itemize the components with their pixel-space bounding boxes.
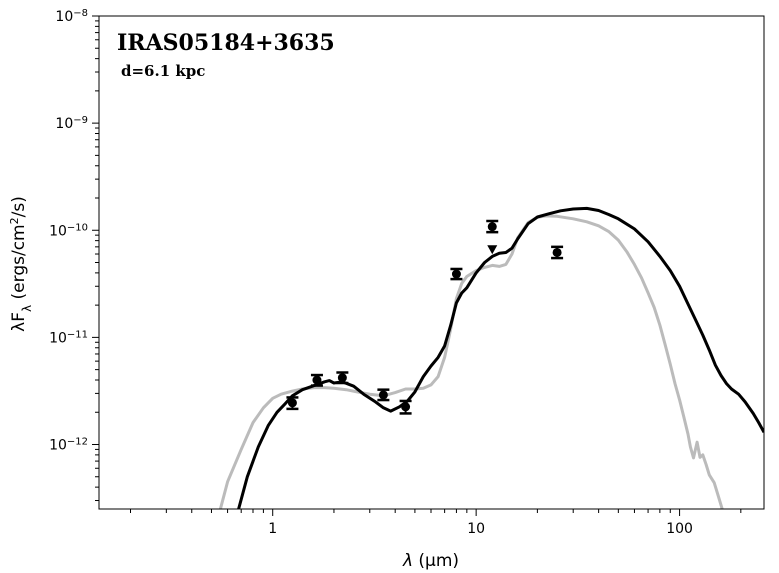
data-point: [286, 396, 299, 411]
data-point: [486, 219, 499, 234]
y-tick-label: 10−12: [49, 436, 88, 454]
x-tick-label: 10: [467, 521, 485, 537]
grey-model-curve: [218, 214, 724, 509]
y-tick-label: 10−10: [49, 222, 88, 240]
data-marker: [337, 373, 347, 383]
x-tick-label: 100: [666, 521, 693, 537]
source-name-label: IRAS05184+3635: [117, 30, 335, 56]
data-marker: [487, 222, 497, 232]
data-point: [336, 371, 349, 385]
data-point: [399, 399, 412, 415]
plot-frame: [98, 15, 765, 510]
y-tick-label: 10−8: [55, 8, 88, 26]
upper-limit-marker: [487, 245, 498, 255]
y-tick-label: 10−11: [49, 329, 88, 347]
data-point: [551, 245, 564, 260]
y-tick-label: 10−9: [55, 115, 88, 133]
y-axis-label: λFλ (ergs/cm2/s): [8, 196, 35, 332]
data-point: [310, 373, 323, 387]
data-marker: [312, 375, 322, 385]
data-point: [450, 267, 463, 281]
data-marker: [552, 247, 562, 257]
axis-ticks: 1 10 100 10−8 10−9 10−10 10−11 10−12: [49, 8, 742, 537]
data-marker: [451, 269, 461, 279]
best-fit-model-curve: [237, 206, 764, 509]
data-marker: [378, 390, 388, 400]
distance-label: d=6.1 kpc: [121, 62, 205, 80]
data-marker: [401, 402, 411, 412]
data-point: [377, 388, 390, 402]
data-marker: [287, 398, 297, 408]
x-tick-label: 1: [268, 521, 277, 537]
grey-model-line: [218, 214, 724, 509]
best-fit-model-line: [237, 206, 764, 509]
x-axis-label: λ (μm): [402, 551, 459, 571]
data-points: [286, 219, 564, 415]
